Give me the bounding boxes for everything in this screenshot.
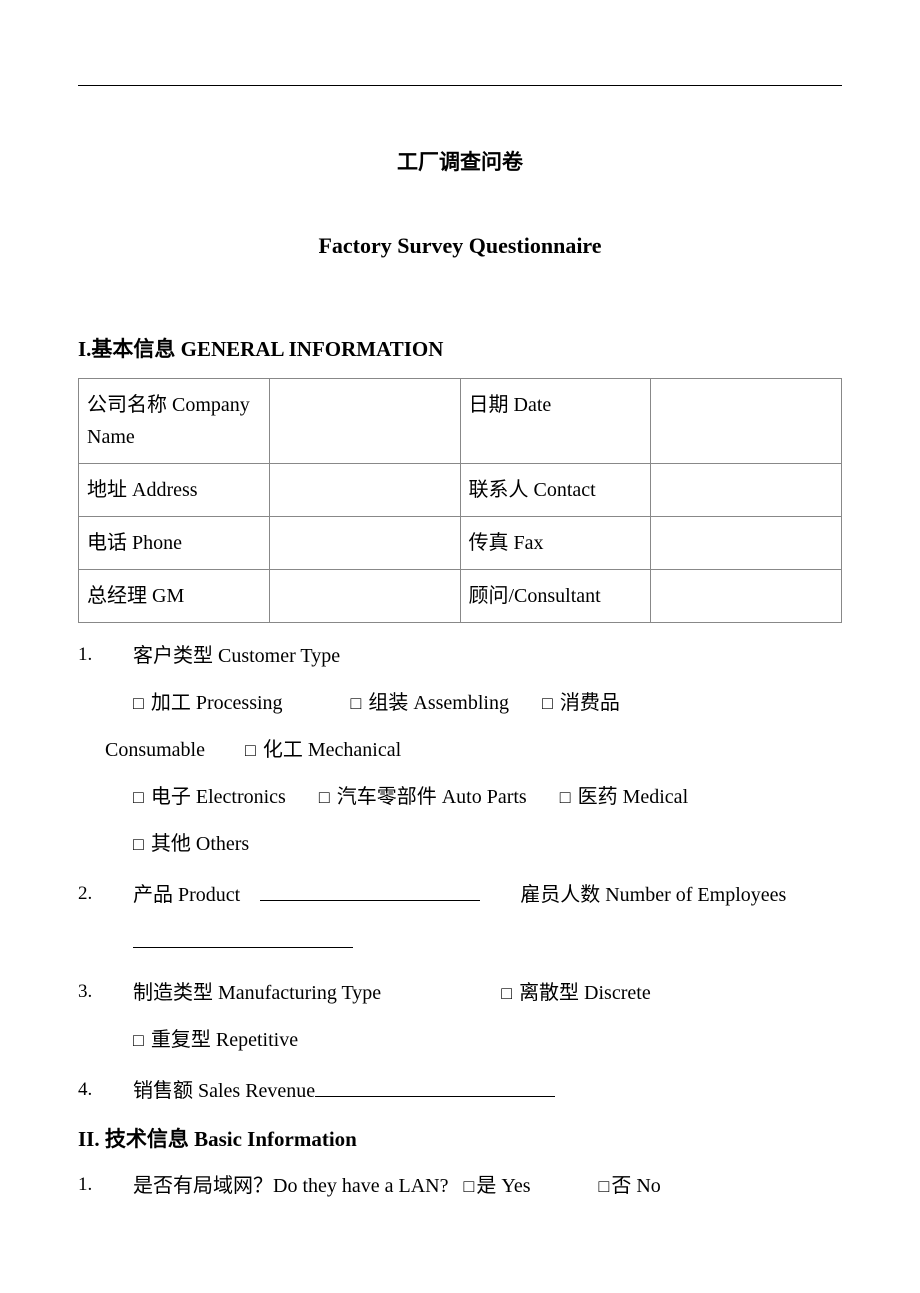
checkbox-icon: □ bbox=[133, 682, 144, 724]
checkbox-icon: □ bbox=[133, 1019, 144, 1061]
contact-label: 联系人 Contact bbox=[460, 464, 651, 517]
s2-question-1: 1. 是否有局域网？Do they have a LAN? □是 Yes □否 … bbox=[78, 1163, 842, 1210]
title-chinese: 工厂调查问卷 bbox=[78, 146, 842, 180]
s2-q1-body: 是否有局域网？Do they have a LAN? □是 Yes □否 No bbox=[133, 1163, 842, 1210]
q4-body: 销售额 Sales Revenue bbox=[133, 1068, 842, 1115]
s2-q1-number: 1. bbox=[78, 1163, 133, 1210]
q3-opt-discrete[interactable]: □ 离散型 Discrete bbox=[501, 970, 651, 1017]
s2-q1-opt-no[interactable]: □否 No bbox=[598, 1163, 660, 1210]
q1-opt-autoparts[interactable]: □ 汽车零部件 Auto Parts bbox=[319, 774, 527, 821]
checkbox-icon: □ bbox=[464, 1165, 475, 1207]
checkbox-icon: □ bbox=[598, 1165, 609, 1207]
table-row: 公司名称 Company Name 日期 Date bbox=[79, 379, 842, 464]
checkbox-icon: □ bbox=[351, 682, 362, 724]
company-name-value[interactable] bbox=[269, 379, 460, 464]
table-row: 总经理 GM 顾问/Consultant bbox=[79, 570, 842, 623]
q1-opt-electronics[interactable]: □ 电子 Electronics bbox=[133, 774, 286, 821]
q1-opt-consumable-en: Consumable bbox=[105, 739, 205, 761]
gm-label: 总经理 GM bbox=[79, 570, 270, 623]
date-value[interactable] bbox=[651, 379, 842, 464]
section1-questions: 1. 客户类型 Customer Type □ 加工 Processing □ … bbox=[78, 633, 842, 1115]
phone-label: 电话 Phone bbox=[79, 517, 270, 570]
gm-value[interactable] bbox=[269, 570, 460, 623]
title-english: Factory Survey Questionnaire bbox=[78, 228, 842, 263]
fax-label: 传真 Fax bbox=[460, 517, 651, 570]
q1-opt-consumable[interactable]: □ 消费品 bbox=[542, 680, 620, 727]
address-label: 地址 Address bbox=[79, 464, 270, 517]
checkbox-icon: □ bbox=[133, 776, 144, 818]
q1-label: 客户类型 Customer Type bbox=[133, 645, 340, 667]
q2-body: 产品 Product 雇员人数 Number of Employees bbox=[133, 872, 842, 966]
header-rule-line bbox=[78, 85, 842, 86]
q1-opt-others[interactable]: □ 其他 Others bbox=[133, 821, 249, 868]
q2-product-label: 产品 Product bbox=[133, 884, 240, 906]
section1-heading: I.基本信息 GENERAL INFORMATION bbox=[78, 333, 842, 367]
checkbox-icon: □ bbox=[542, 682, 553, 724]
s2-q1-opt-yes[interactable]: □是 Yes bbox=[464, 1163, 531, 1210]
checkbox-icon: □ bbox=[501, 972, 512, 1014]
general-info-table: 公司名称 Company Name 日期 Date 地址 Address 联系人… bbox=[78, 378, 842, 623]
q1-body: 客户类型 Customer Type □ 加工 Processing □ 组装 … bbox=[133, 633, 842, 868]
employees-blank[interactable] bbox=[133, 928, 353, 948]
question-4: 4. 销售额 Sales Revenue bbox=[78, 1068, 842, 1115]
q1-opt-assembling[interactable]: □ 组装 Assembling bbox=[351, 680, 509, 727]
section2-questions: 1. 是否有局域网？Do they have a LAN? □是 Yes □否 … bbox=[78, 1163, 842, 1210]
q3-opt-repetitive[interactable]: □ 重复型 Repetitive bbox=[133, 1017, 298, 1064]
q3-number: 3. bbox=[78, 970, 133, 1064]
q2-number: 2. bbox=[78, 872, 133, 966]
q4-number: 4. bbox=[78, 1068, 133, 1115]
product-blank[interactable] bbox=[260, 881, 480, 901]
contact-value[interactable] bbox=[651, 464, 842, 517]
consultant-label: 顾问/Consultant bbox=[460, 570, 651, 623]
section2-heading: II. 技术信息 Basic Information bbox=[78, 1123, 842, 1157]
question-1: 1. 客户类型 Customer Type □ 加工 Processing □ … bbox=[78, 633, 842, 868]
q2-employees-label: 雇员人数 Number of Employees bbox=[520, 884, 786, 906]
address-value[interactable] bbox=[269, 464, 460, 517]
sales-revenue-blank[interactable] bbox=[315, 1077, 555, 1097]
table-row: 电话 Phone 传真 Fax bbox=[79, 517, 842, 570]
phone-value[interactable] bbox=[269, 517, 460, 570]
checkbox-icon: □ bbox=[560, 776, 571, 818]
checkbox-icon: □ bbox=[245, 729, 256, 771]
question-2: 2. 产品 Product 雇员人数 Number of Employees bbox=[78, 872, 842, 966]
q4-label: 销售额 Sales Revenue bbox=[133, 1080, 315, 1102]
q1-opt-mechanical[interactable]: □ 化工 Mechanical bbox=[245, 727, 401, 774]
checkbox-icon: □ bbox=[133, 823, 144, 865]
date-label: 日期 Date bbox=[460, 379, 651, 464]
checkbox-icon: □ bbox=[319, 776, 330, 818]
table-row: 地址 Address 联系人 Contact bbox=[79, 464, 842, 517]
q1-opt-processing[interactable]: □ 加工 Processing bbox=[133, 680, 283, 727]
consultant-value[interactable] bbox=[651, 570, 842, 623]
company-name-label: 公司名称 Company Name bbox=[79, 379, 270, 464]
s2-q1-label: 是否有局域网？Do they have a LAN? bbox=[133, 1175, 449, 1197]
q1-opt-medical[interactable]: □ 医药 Medical bbox=[560, 774, 688, 821]
q3-label: 制造类型 Manufacturing Type bbox=[133, 982, 381, 1004]
q3-body: 制造类型 Manufacturing Type □ 离散型 Discrete □… bbox=[133, 970, 842, 1064]
fax-value[interactable] bbox=[651, 517, 842, 570]
question-3: 3. 制造类型 Manufacturing Type □ 离散型 Discret… bbox=[78, 970, 842, 1064]
